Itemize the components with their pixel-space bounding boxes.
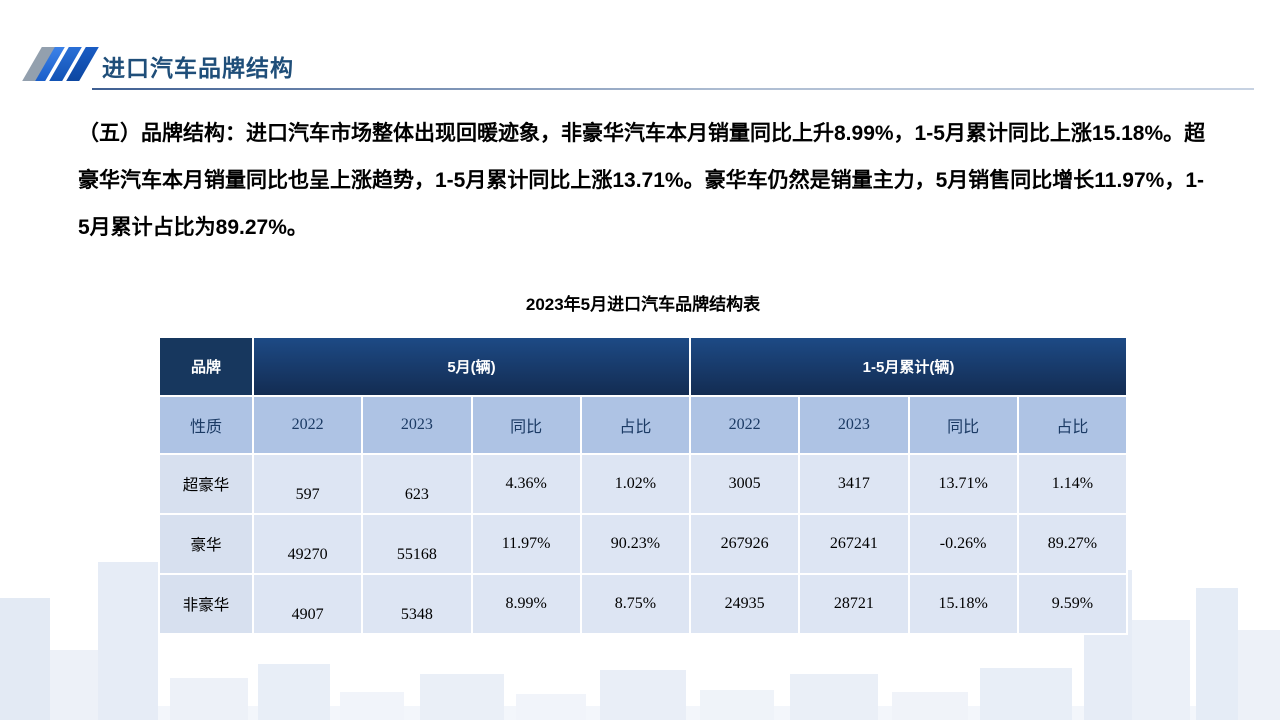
slide-header: 进口汽车品牌结构 <box>22 45 294 87</box>
table-row-non-luxury: 非豪华 4907 5348 8.99% 8.75% 24935 28721 15… <box>158 573 1129 635</box>
table-sub-header-row: 性质 2022 2023 同比 占比 2022 2023 同比 占比 <box>158 395 1129 455</box>
row-label: 超豪华 <box>158 453 254 515</box>
table-cell: 597 <box>251 453 364 515</box>
table-cell: 3417 <box>798 453 910 515</box>
table-corner-header: 品牌 <box>158 336 254 397</box>
skyline-block <box>1132 620 1190 720</box>
header-divider <box>92 88 1254 90</box>
table-cell: 89.27% <box>1016 513 1129 575</box>
table-cell: 28721 <box>798 573 910 635</box>
sub-header-share-cum: 占比 <box>1016 395 1129 455</box>
skyline-block <box>1238 630 1280 720</box>
brand-structure-table: 品牌 5月(辆) 1-5月累计(辆) 性质 2022 2023 同比 占比 20… <box>158 336 1129 635</box>
table-cell: 3005 <box>688 453 801 515</box>
table-cell: 1.02% <box>579 453 692 515</box>
skyline-block <box>50 650 98 720</box>
table-cell: 49270 <box>251 513 364 575</box>
table-cell: -0.26% <box>907 513 1019 575</box>
skyline-block <box>892 692 968 720</box>
sub-header-share-may: 占比 <box>579 395 692 455</box>
skyline-block <box>790 674 878 720</box>
table-group-header-may: 5月(辆) <box>252 336 691 397</box>
row-label: 非豪华 <box>158 573 254 635</box>
table-group-header-cumulative: 1-5月累计(辆) <box>689 336 1128 397</box>
table-cell: 1.14% <box>1016 453 1129 515</box>
skyline-block <box>98 562 158 720</box>
table-row-luxury: 豪华 49270 55168 11.97% 90.23% 267926 2672… <box>158 513 1129 575</box>
skyline-block <box>340 692 404 720</box>
skyline-block <box>980 668 1072 720</box>
sub-header-2023-may: 2023 <box>361 395 473 455</box>
sub-header-yoy-may: 同比 <box>470 395 582 455</box>
row-label: 豪华 <box>158 513 254 575</box>
table-row-ultra-luxury: 超豪华 597 623 4.36% 1.02% 3005 3417 13.71%… <box>158 453 1129 515</box>
table-cell: 8.75% <box>579 573 692 635</box>
sub-header-2023-cum: 2023 <box>798 395 910 455</box>
sub-header-2022-cum: 2022 <box>688 395 801 455</box>
slash-logo-icon <box>22 47 99 85</box>
table-title: 2023年5月进口汽车品牌结构表 <box>525 295 761 314</box>
table-cell: 267926 <box>688 513 801 575</box>
table-cell: 623 <box>361 453 473 515</box>
table-cell: 4.36% <box>470 453 582 515</box>
table-cell: 5348 <box>361 573 473 635</box>
skyline-block <box>516 694 586 720</box>
skyline-block <box>420 674 504 720</box>
skyline-block <box>700 690 774 720</box>
table-cell: 15.18% <box>907 573 1019 635</box>
skyline-block <box>0 598 50 720</box>
skyline-block <box>1196 588 1238 720</box>
sub-header-yoy-cum: 同比 <box>907 395 1019 455</box>
skyline-block <box>170 678 248 720</box>
table-cell: 13.71% <box>907 453 1019 515</box>
table-cell: 90.23% <box>579 513 692 575</box>
sub-header-nature: 性质 <box>158 395 254 455</box>
page-title: 进口汽车品牌结构 <box>102 55 294 81</box>
table-cell: 9.59% <box>1016 573 1129 635</box>
skyline-block <box>258 664 330 720</box>
skyline-block <box>600 670 686 720</box>
table-cell: 8.99% <box>470 573 582 635</box>
table-cell: 11.97% <box>470 513 582 575</box>
table-group-header-row: 品牌 5月(辆) 1-5月累计(辆) <box>158 336 1128 397</box>
table-cell: 55168 <box>361 513 473 575</box>
table-cell: 267241 <box>798 513 910 575</box>
summary-paragraph: （五）品牌结构：进口汽车市场整体出现回暖迹象，非豪华汽车本月销量同比上升8.99… <box>78 122 1206 239</box>
sub-header-2022-may: 2022 <box>251 395 364 455</box>
table-cell: 4907 <box>251 573 364 635</box>
table-cell: 24935 <box>688 573 801 635</box>
